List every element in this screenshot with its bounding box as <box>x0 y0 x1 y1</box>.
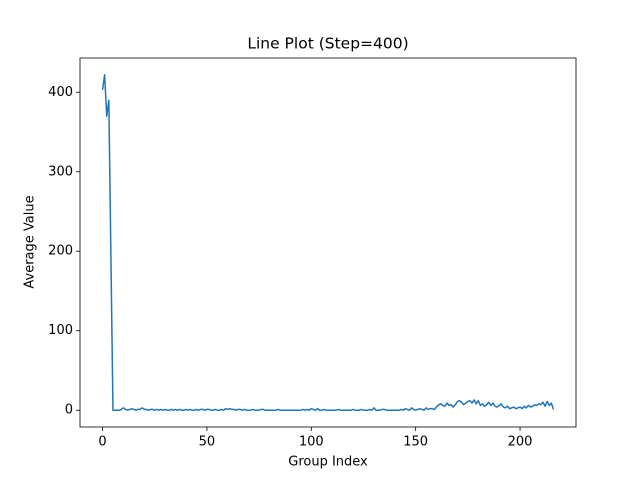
y-tick-label: 200 <box>48 244 73 259</box>
y-axis-label: Average Value <box>23 195 38 288</box>
x-tick-label: 200 <box>508 435 533 450</box>
x-axis-label: Group Index <box>288 455 368 470</box>
x-tick-label: 100 <box>299 435 324 450</box>
y-tick-label: 300 <box>48 164 73 179</box>
chart-title: Line Plot (Step=400) <box>247 35 408 53</box>
plot-frame <box>79 57 577 428</box>
y-tick-label: 100 <box>48 323 73 338</box>
y-tick-label: 400 <box>48 85 73 100</box>
x-tick-label: 50 <box>199 435 216 450</box>
data-line <box>101 74 555 411</box>
y-tick-label: 0 <box>65 403 73 418</box>
x-tick-label: 150 <box>403 435 428 450</box>
x-tick-label: 0 <box>98 435 106 450</box>
